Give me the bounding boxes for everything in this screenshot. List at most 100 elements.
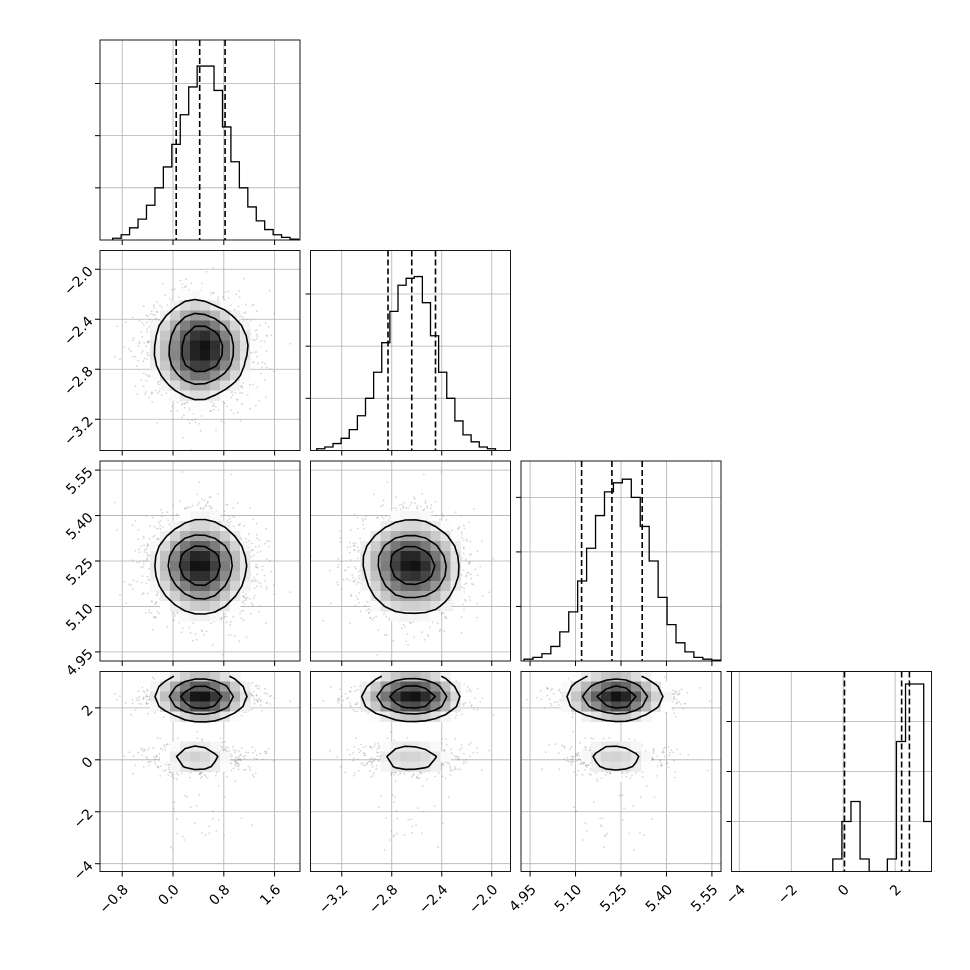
sample-point <box>245 597 247 600</box>
density-cell <box>250 340 261 351</box>
sample-point <box>148 567 151 570</box>
density-cell <box>220 330 231 341</box>
sample-point <box>253 587 256 590</box>
sample-point <box>148 525 151 528</box>
sample-point <box>171 405 174 408</box>
sample-point <box>146 557 149 559</box>
sample-point <box>215 429 217 431</box>
marginal-histogram-1 <box>305 250 511 456</box>
sample-point <box>223 514 226 517</box>
marginal-histogram-0 <box>95 39 301 245</box>
sample-point <box>207 500 209 503</box>
sample-point <box>145 314 148 316</box>
sample-point <box>140 331 143 334</box>
sample-point <box>150 600 153 603</box>
sample-point <box>151 391 154 394</box>
density-cell <box>160 350 171 361</box>
sample-point <box>147 578 150 581</box>
sample-point <box>230 304 232 307</box>
sample-point <box>264 362 266 365</box>
density-cell <box>230 370 241 381</box>
density-cell <box>190 350 201 361</box>
sample-point <box>265 350 268 352</box>
sample-point <box>146 340 149 343</box>
density-cell <box>220 300 231 311</box>
sample-point <box>250 304 253 307</box>
sample-point <box>172 619 175 622</box>
sample-point <box>137 538 140 541</box>
sample-point <box>153 304 155 307</box>
density-cell <box>150 370 161 381</box>
sample-point <box>244 311 247 314</box>
sample-point <box>131 316 134 319</box>
sample-point <box>254 545 257 548</box>
sample-point <box>176 612 179 615</box>
sample-point <box>153 525 156 528</box>
sample-point <box>259 582 261 585</box>
sample-point <box>145 552 148 555</box>
sample-point <box>223 298 226 301</box>
sample-point <box>164 294 167 297</box>
sample-point <box>130 350 132 352</box>
sample-point <box>256 335 259 338</box>
density-cell <box>240 360 251 371</box>
sample-point <box>157 591 160 593</box>
sample-point <box>132 355 134 358</box>
sample-point <box>184 402 186 405</box>
sample-point <box>145 373 148 376</box>
sample-point <box>196 493 198 496</box>
sample-point <box>209 505 212 508</box>
histogram-step-line <box>832 683 932 872</box>
sample-point <box>239 391 242 394</box>
sample-point <box>147 340 149 343</box>
sample-point <box>199 430 202 432</box>
sample-point <box>148 609 151 611</box>
sample-point <box>289 591 292 593</box>
panel-frame <box>731 671 932 872</box>
sample-point <box>235 293 238 296</box>
density-cell <box>160 320 171 331</box>
sample-point <box>239 522 241 525</box>
sample-point <box>138 548 141 551</box>
sample-point <box>273 593 276 596</box>
sample-point <box>146 331 149 333</box>
sample-point <box>143 357 146 360</box>
sample-point <box>145 379 148 382</box>
density-cell <box>170 390 181 401</box>
sample-point <box>259 585 262 588</box>
sample-point <box>128 583 130 586</box>
sample-point <box>255 522 258 525</box>
sample-point <box>231 515 234 518</box>
density-cell <box>200 290 211 301</box>
sample-point <box>146 358 149 360</box>
sample-point <box>191 504 194 507</box>
sample-point <box>240 385 243 388</box>
sample-point <box>181 402 183 405</box>
sample-point <box>142 537 145 540</box>
sample-point <box>216 298 219 301</box>
sample-point <box>245 318 248 321</box>
sample-point <box>161 394 163 396</box>
sample-point <box>153 306 156 309</box>
density-cell <box>170 310 181 321</box>
sample-point <box>255 585 258 588</box>
density-cell <box>150 330 161 341</box>
sample-point <box>189 506 192 509</box>
sample-point <box>181 287 184 289</box>
sample-point <box>252 383 254 386</box>
sample-point <box>173 612 176 615</box>
sample-point <box>147 544 149 547</box>
sample-point <box>203 506 206 509</box>
density-cell <box>150 320 161 331</box>
sample-point <box>154 615 157 618</box>
sample-point <box>176 401 179 404</box>
sample-point <box>242 277 245 280</box>
sample-point <box>146 315 149 318</box>
sample-point <box>148 354 151 357</box>
sample-point <box>209 508 212 510</box>
sample-point <box>253 351 256 353</box>
sample-point <box>154 617 157 619</box>
sample-point <box>255 333 258 336</box>
density-cell <box>200 390 211 401</box>
sample-point <box>205 630 208 633</box>
